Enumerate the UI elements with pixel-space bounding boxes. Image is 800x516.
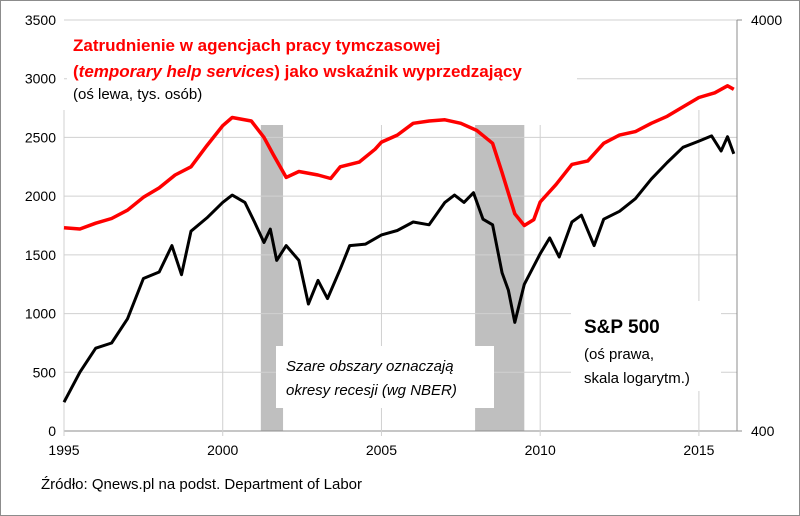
sp500-label: S&P 500 [584,317,660,338]
title-rest: ) jako wskaźnik wyprzedzający [274,62,522,81]
y-left-tick-label: 2000 [25,188,56,204]
x-tick-label: 1995 [48,442,79,458]
recession-note-line1: Szare obszary oznaczają [286,358,454,375]
y-left-tick-label: 0 [48,423,56,439]
y-left-tick-label: 1500 [25,247,56,263]
sp-label-box [571,301,721,391]
series-line-temp-help [63,84,735,231]
title-paren-open: ( [73,62,79,81]
x-tick-label: 2005 [366,442,397,458]
title-italic: temporary help services [79,62,275,81]
recession-note-line2: okresy recesji (wg NBER) [286,382,457,399]
y-left-tick-label: 1000 [25,306,56,322]
left-axis-note: (oś lewa, tys. osób) [73,86,202,103]
title-background [67,25,577,125]
x-tick-label: 2000 [207,442,238,458]
y-right-tick-label: 400 [751,423,775,439]
sp500-note2: skala logarytm.) [584,370,690,387]
sp500-note1: (oś prawa, [584,346,654,363]
chart-title-line2: (temporary help services) jako wskaźnik … [73,62,522,81]
recession-note-box [276,346,494,408]
source-note: Źródło: Qnews.pl na podst. Department of… [41,476,362,493]
y-right-tick-label: 4000 [751,12,782,28]
y-left-tick-label: 2500 [25,129,56,145]
series-line-sp500 [62,134,736,403]
y-left-tick-label: 3500 [25,12,56,28]
x-tick-label: 2015 [683,442,714,458]
y-left-tick-label: 3000 [25,71,56,87]
chart-title-line1: Zatrudnienie w agencjach pracy tymczasow… [73,36,441,55]
x-tick-label: 2010 [525,442,556,458]
y-left-tick-label: 500 [33,364,57,380]
